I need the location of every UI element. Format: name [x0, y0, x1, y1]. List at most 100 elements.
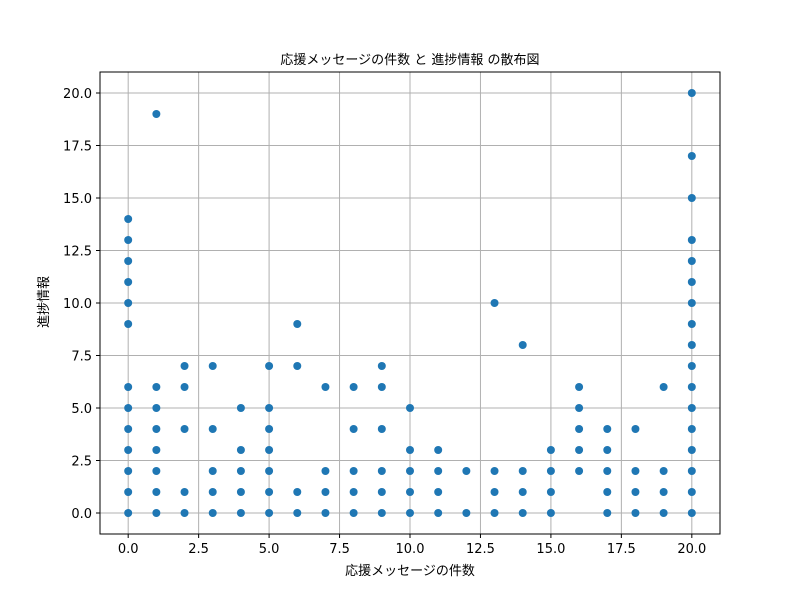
- data-point: [152, 488, 161, 496]
- data-point: [575, 467, 584, 475]
- data-point: [462, 509, 471, 517]
- data-point: [462, 467, 471, 475]
- data-point: [236, 446, 245, 454]
- data-point: [631, 488, 640, 496]
- data-point: [575, 404, 584, 412]
- data-point: [124, 467, 133, 475]
- data-point: [293, 509, 302, 517]
- data-point: [687, 320, 696, 328]
- data-point: [236, 404, 245, 412]
- data-point: [518, 509, 527, 517]
- tick-layer: 0.0 2.5 5.0 7.5 10.0 12.5 15.0 17.5 20.0 0.0 2.5 5.…: [63, 87, 706, 557]
- data-point: [687, 488, 696, 496]
- data-point: [575, 425, 584, 433]
- data-point: [152, 110, 161, 118]
- data-point: [124, 383, 133, 391]
- data-point: [208, 488, 217, 496]
- data-point: [603, 467, 612, 475]
- data-point: [546, 509, 555, 517]
- data-point: [152, 404, 161, 412]
- y-tick-label: 5.0: [71, 402, 92, 417]
- data-point: [687, 509, 696, 517]
- data-point: [180, 425, 189, 433]
- data-point: [377, 488, 386, 496]
- data-point: [293, 488, 302, 496]
- data-point: [518, 341, 527, 349]
- data-point: [575, 446, 584, 454]
- data-point: [546, 467, 555, 475]
- data-point: [687, 257, 696, 265]
- data-point: [406, 488, 414, 496]
- data-point: [490, 488, 499, 496]
- data-point: [518, 488, 527, 496]
- y-tick-label: 20.0: [63, 87, 92, 102]
- data-point: [434, 488, 443, 496]
- data-point: [293, 362, 302, 370]
- data-point: [434, 446, 443, 454]
- y-tick-label: 12.5: [63, 245, 92, 260]
- data-point: [687, 404, 696, 412]
- data-point: [687, 89, 696, 97]
- data-point: [180, 383, 189, 391]
- data-point: [236, 488, 245, 496]
- data-point: [152, 467, 161, 475]
- data-point: [265, 488, 274, 496]
- data-point: [659, 383, 668, 391]
- data-point: [349, 383, 358, 391]
- data-point: [265, 362, 274, 370]
- data-point: [687, 425, 696, 433]
- data-point: [321, 509, 330, 517]
- data-point: [406, 509, 414, 517]
- data-point: [659, 488, 668, 496]
- data-point: [349, 509, 358, 517]
- data-point: [124, 320, 133, 328]
- data-point: [265, 446, 274, 454]
- data-point: [687, 278, 696, 286]
- data-point: [687, 467, 696, 475]
- data-point: [349, 467, 358, 475]
- data-point: [180, 509, 189, 517]
- data-point: [575, 383, 584, 391]
- data-point: [687, 362, 696, 370]
- x-axis-label: 応援メッセージの件数: [345, 564, 475, 579]
- x-tick-label: 10.0: [396, 542, 425, 557]
- data-point: [321, 383, 330, 391]
- x-tick-label: 5.0: [259, 542, 280, 557]
- data-point: [293, 320, 302, 328]
- y-tick-label: 10.0: [63, 297, 92, 312]
- data-point: [687, 446, 696, 454]
- chart-title: 応援メッセージの件数 と 進捗情報 の散布図: [280, 53, 539, 68]
- data-point: [265, 425, 274, 433]
- x-tick-label: 2.5: [188, 542, 209, 557]
- data-point: [687, 383, 696, 391]
- data-point: [603, 425, 612, 433]
- data-point: [603, 509, 612, 517]
- data-point: [631, 467, 640, 475]
- data-point: [490, 299, 499, 307]
- data-point: [490, 467, 499, 475]
- x-tick-label: 12.5: [466, 542, 495, 557]
- y-axis-label: 進捗情報: [37, 276, 52, 328]
- data-point: [265, 404, 274, 412]
- data-point: [434, 467, 443, 475]
- data-point: [124, 299, 133, 307]
- data-point: [377, 383, 386, 391]
- data-point: [603, 488, 612, 496]
- data-point: [490, 509, 499, 517]
- data-point: [406, 404, 414, 412]
- x-tick-label: 7.5: [329, 542, 350, 557]
- data-point: [208, 467, 217, 475]
- data-point: [321, 467, 330, 475]
- data-point: [406, 467, 414, 475]
- data-point: [152, 425, 161, 433]
- y-tick-label: 17.5: [63, 140, 92, 155]
- data-point: [659, 467, 668, 475]
- data-point: [687, 194, 696, 202]
- data-point: [124, 257, 133, 265]
- data-point: [546, 446, 555, 454]
- data-point: [518, 467, 527, 475]
- data-point: [124, 278, 133, 286]
- data-point: [180, 488, 189, 496]
